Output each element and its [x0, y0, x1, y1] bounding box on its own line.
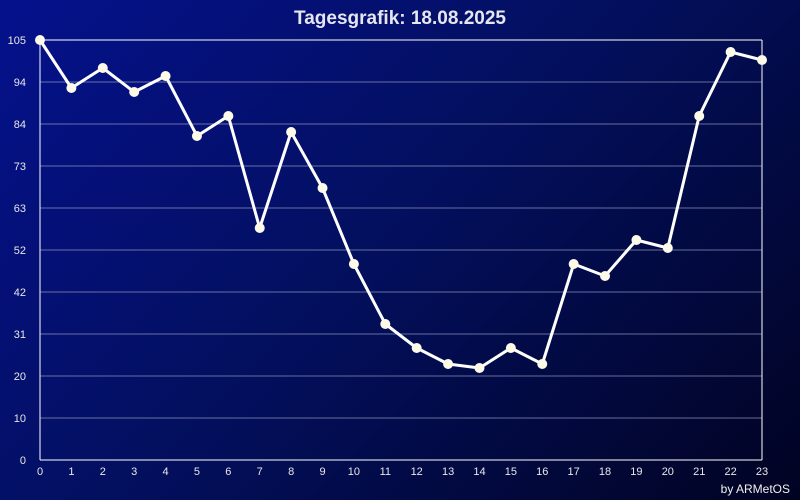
x-tick-label: 17: [568, 466, 580, 478]
data-point: [223, 111, 234, 121]
data-point: [662, 243, 673, 253]
data-point: [348, 259, 359, 269]
x-tick-label: 13: [442, 466, 454, 478]
data-point: [443, 359, 454, 369]
x-tick-label: 23: [756, 466, 768, 478]
chart-title: Tagesgrafik: 18.08.2025: [294, 8, 506, 29]
x-tick-label: 20: [662, 466, 674, 478]
data-series: [35, 35, 767, 373]
credit-label: by ARMetOS: [721, 482, 790, 496]
x-tick-label: 14: [473, 466, 485, 478]
data-point: [160, 71, 171, 81]
y-tick-label: 10: [14, 413, 26, 425]
y-tick-label: 63: [14, 203, 26, 215]
data-point: [537, 359, 548, 369]
data-point: [317, 183, 328, 193]
data-point: [694, 111, 705, 121]
data-point: [474, 363, 485, 373]
x-tick-label: 2: [100, 466, 106, 478]
data-point: [129, 87, 140, 97]
x-tick-label: 11: [380, 466, 391, 478]
grid-lines: [40, 39, 762, 419]
x-tick-label: 5: [194, 466, 200, 478]
y-tick-label: 42: [14, 287, 26, 299]
data-point: [191, 131, 202, 141]
x-tick-label: 4: [163, 466, 169, 478]
data-point: [380, 319, 391, 329]
x-tick-label: 7: [257, 466, 263, 478]
y-tick-label: 0: [20, 455, 26, 467]
y-tick-label: 20: [14, 371, 26, 383]
data-point: [66, 83, 77, 93]
x-tick-label: 10: [348, 466, 360, 478]
y-tick-label: 31: [14, 329, 26, 341]
data-point: [568, 259, 579, 269]
x-tick-label: 21: [693, 466, 705, 478]
y-tick-label: 52: [14, 245, 26, 257]
x-tick-label: 0: [37, 466, 43, 478]
data-point: [254, 223, 265, 233]
data-point: [35, 35, 45, 45]
data-point: [600, 271, 611, 281]
data-point: [631, 235, 642, 245]
data-point: [97, 63, 108, 73]
x-tick-label: 9: [319, 466, 325, 478]
y-tick-label: 105: [8, 35, 26, 47]
x-tick-label: 12: [411, 466, 423, 478]
x-tick-label: 8: [288, 466, 294, 478]
y-tick-label: 73: [14, 161, 26, 173]
axes: [39, 39, 763, 461]
x-tick-label: 3: [131, 466, 137, 478]
data-point: [757, 55, 767, 65]
data-point: [411, 343, 422, 353]
x-tick-label: 1: [68, 466, 74, 478]
series-line: [38, 38, 764, 370]
x-tick-label: 18: [599, 466, 611, 478]
data-point: [286, 127, 297, 137]
x-tick-label: 19: [630, 466, 642, 478]
x-tick-label: 6: [225, 466, 231, 478]
x-tick-label: 16: [536, 466, 548, 478]
data-point: [725, 47, 736, 57]
y-tick-label: 94: [14, 77, 26, 89]
x-tick-label: 22: [724, 466, 736, 478]
x-tick-label: 15: [505, 466, 517, 478]
data-point: [505, 343, 516, 353]
y-tick-label: 84: [14, 119, 26, 131]
